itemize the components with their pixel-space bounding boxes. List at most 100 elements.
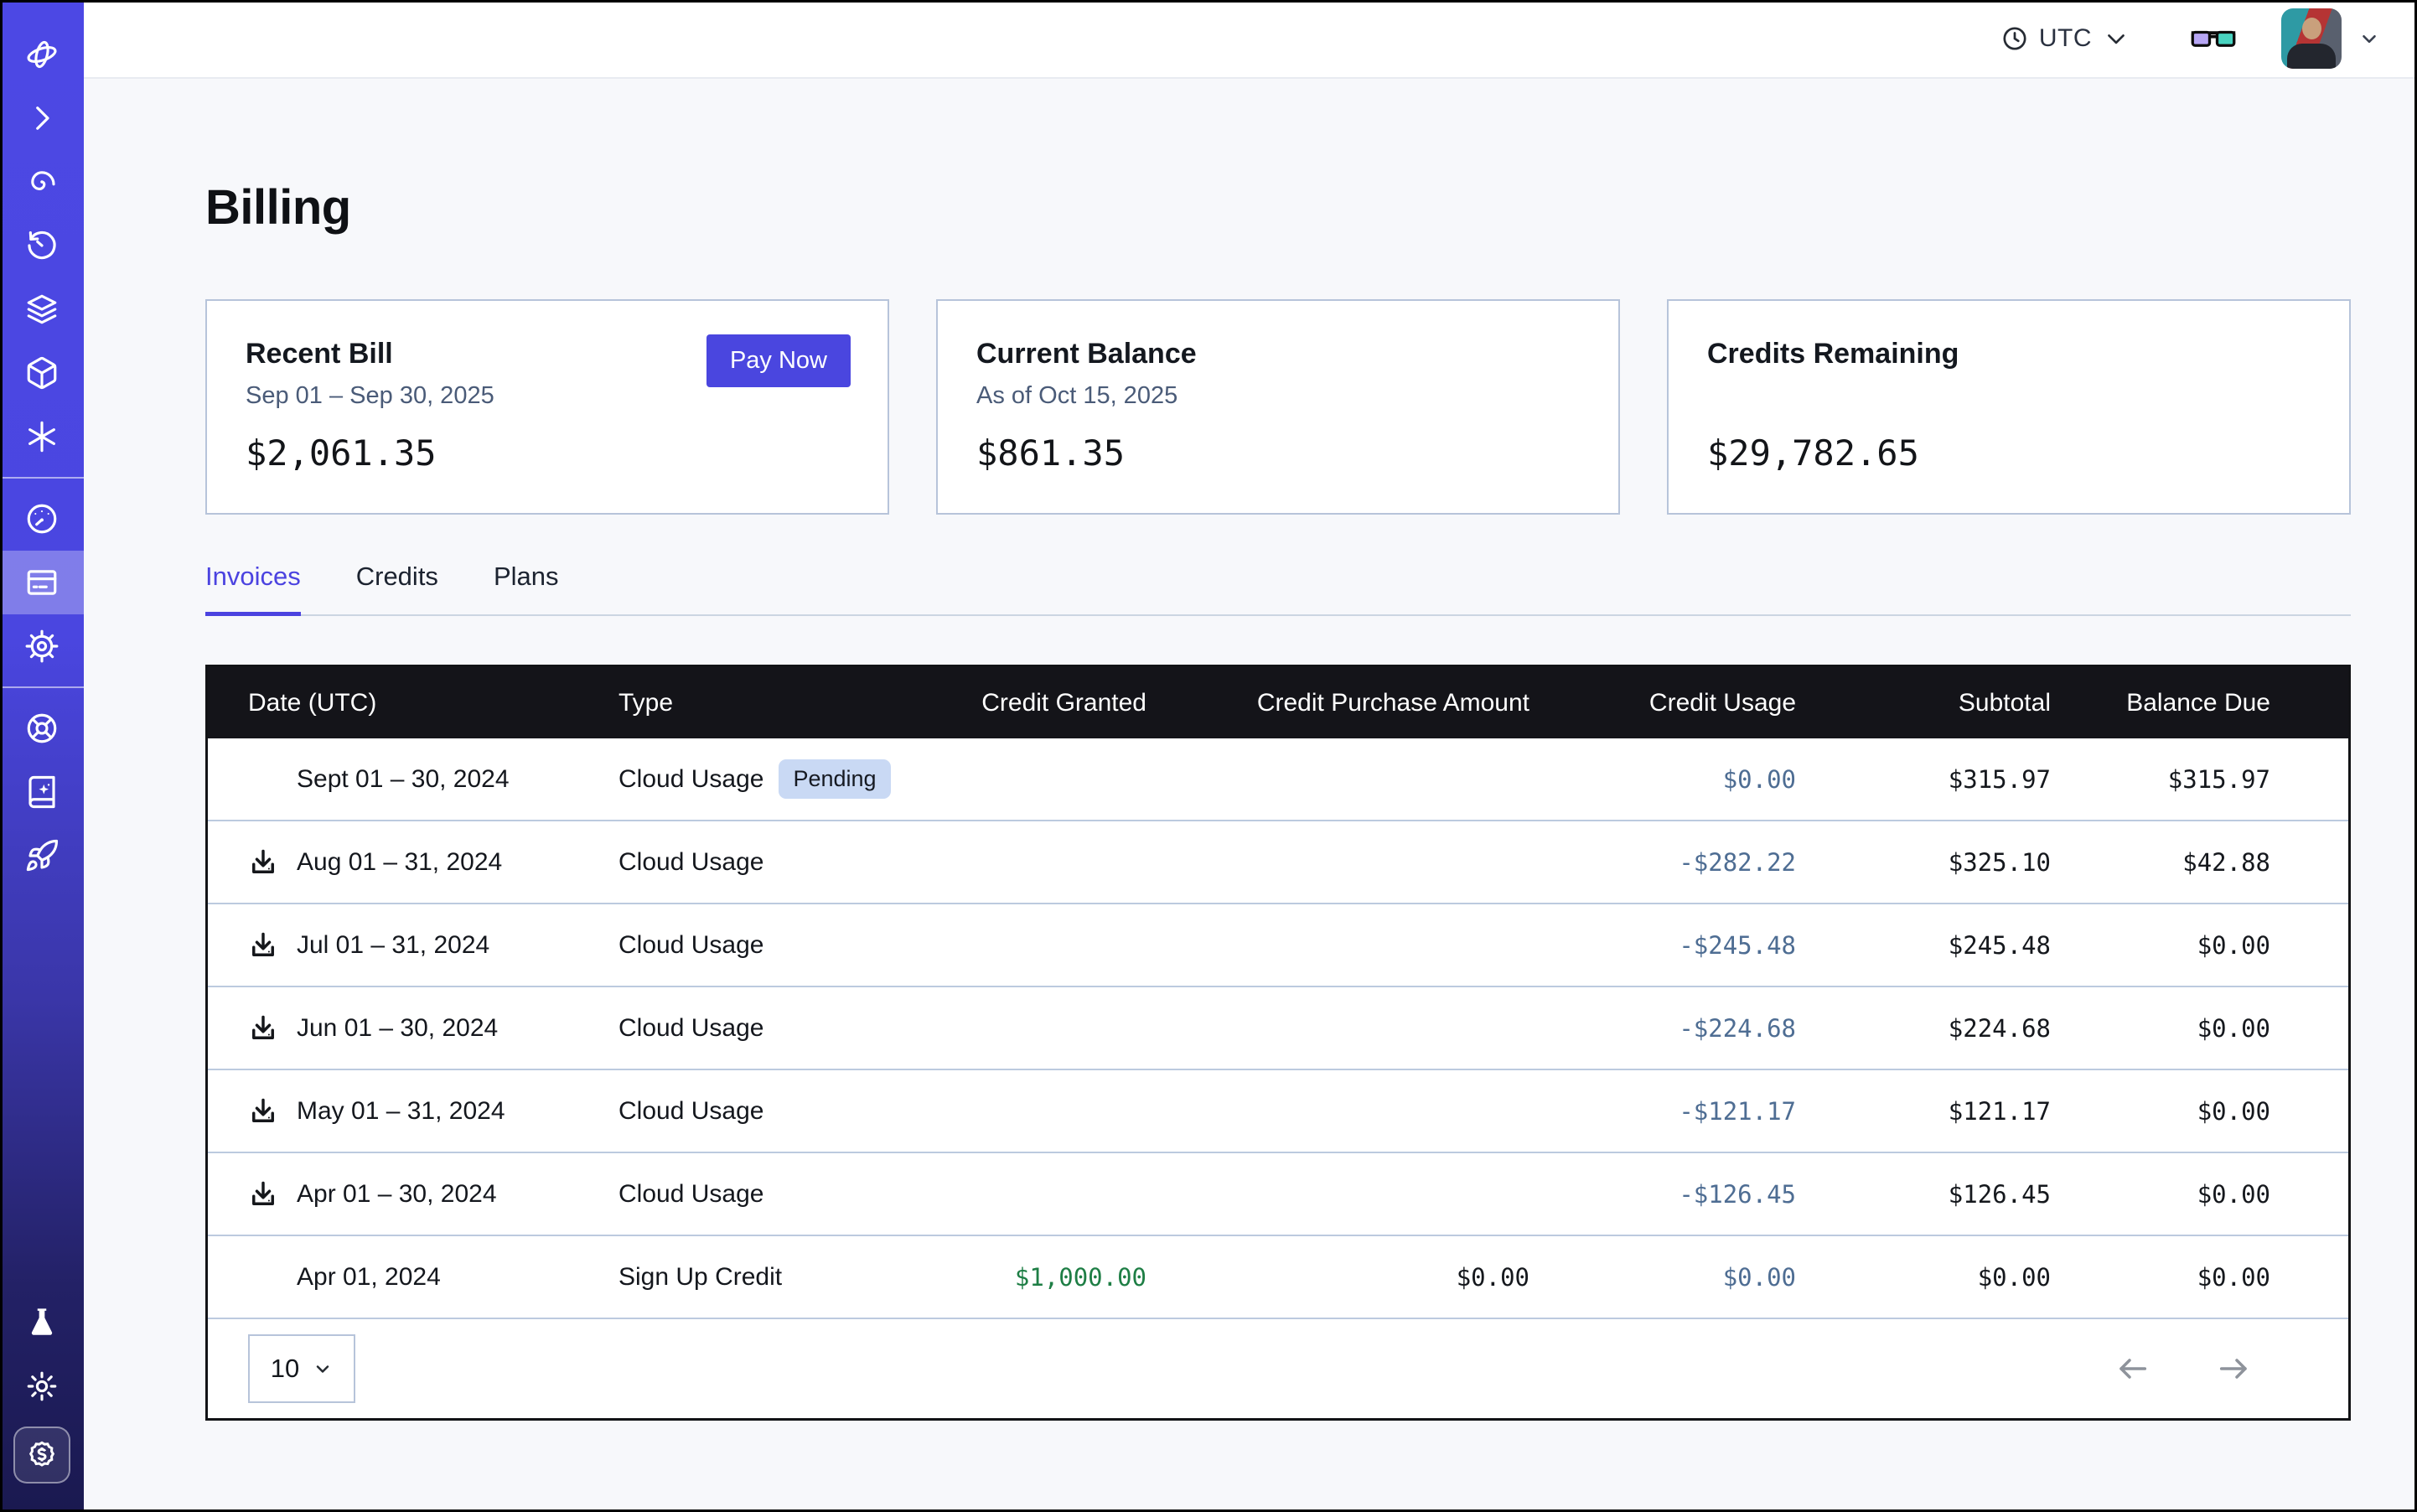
current-balance-amount: $861.35 — [976, 432, 1580, 474]
table-row: Aug 01 – 31, 2024 Cloud Usage -$282.22 $… — [208, 820, 2348, 903]
cube-icon — [24, 355, 60, 391]
sidebar-item-layers[interactable] — [0, 277, 84, 341]
col-balance-due: Balance Due — [2051, 689, 2348, 717]
sidebar-item-logo[interactable] — [0, 23, 84, 86]
flask-icon — [24, 1305, 60, 1340]
logo-orbit-icon — [24, 37, 60, 72]
sidebar-item-expand[interactable] — [0, 86, 84, 150]
gauge-icon — [24, 501, 60, 536]
invoice-type: Cloud Usage — [618, 1097, 763, 1126]
download-icon — [248, 1179, 278, 1209]
invoice-date: Jul 01 – 31, 2024 — [297, 931, 489, 960]
fun-mode-button[interactable] — [2189, 23, 2238, 54]
download-invoice-button[interactable] — [248, 1178, 282, 1211]
chevron-down-icon — [2102, 24, 2130, 53]
download-invoice-button[interactable] — [248, 929, 282, 962]
subtotal-value: $0.00 — [1796, 1263, 2051, 1292]
card-title: Current Balance — [976, 338, 1580, 370]
sidebar-item-packages[interactable] — [0, 341, 84, 405]
pager-arrows — [2114, 1352, 2252, 1385]
balance-due-value: $0.00 — [2051, 1097, 2348, 1126]
credits-remaining-card: Credits Remaining $29,782.65 — [1667, 299, 2351, 515]
sidebar-item-usage[interactable] — [0, 487, 84, 551]
sidebar-item-get-started[interactable] — [0, 824, 84, 888]
sidebar-bottom-group — [0, 1291, 84, 1512]
balance-due-value: $0.00 — [2051, 1014, 2348, 1043]
sidebar-item-history[interactable] — [0, 214, 84, 277]
subtotal-value: $224.68 — [1796, 1014, 2051, 1043]
timer-reset-icon — [24, 228, 60, 263]
invoice-type: Cloud Usage — [618, 1180, 763, 1209]
col-subtotal: Subtotal — [1796, 689, 2051, 717]
balance-due-value: $315.97 — [2051, 765, 2348, 794]
col-credit-purchase: Credit Purchase Amount — [1146, 689, 1529, 717]
col-date: Date (UTC) — [208, 689, 618, 717]
tab-invoices[interactable]: Invoices — [205, 562, 301, 616]
credit-purchase-value: $0.00 — [1146, 1263, 1529, 1292]
sidebar-item-observe[interactable] — [0, 150, 84, 214]
table-row: May 01 – 31, 2024 Cloud Usage -$121.17 $… — [208, 1069, 2348, 1152]
table-body: Sept 01 – 30, 2024 Cloud Usage Pending $… — [208, 738, 2348, 1318]
table-row: Apr 01, 2024 Sign Up Credit $1,000.00 $0… — [208, 1235, 2348, 1318]
summary-cards: Recent Bill Sep 01 – Sep 30, 2025 $2,061… — [205, 299, 2351, 515]
invoice-date: Sept 01 – 30, 2024 — [297, 765, 510, 794]
current-balance-card: Current Balance As of Oct 15, 2025 $861.… — [936, 299, 1620, 515]
clock-icon — [2000, 24, 2029, 53]
sidebar-item-support[interactable] — [0, 696, 84, 760]
invoice-type: Cloud Usage — [618, 1014, 763, 1043]
invoice-date: Jun 01 – 30, 2024 — [297, 1014, 498, 1043]
card-subtitle-spacer — [1707, 382, 2311, 412]
balance-due-value: $0.00 — [2051, 931, 2348, 960]
download-invoice-button[interactable] — [248, 1095, 282, 1128]
recent-bill-card: Recent Bill Sep 01 – Sep 30, 2025 $2,061… — [205, 299, 889, 515]
credit-usage-value: -$224.68 — [1529, 1014, 1796, 1043]
invoice-type: Cloud Usage — [618, 848, 763, 877]
spiral-icon — [24, 164, 60, 199]
billing-app: UTC Billing Recent Bill Sep 01 – Sep 30,… — [0, 0, 2417, 1512]
sidebar-item-settings[interactable] — [0, 614, 84, 678]
subtotal-value: $325.10 — [1796, 848, 2051, 877]
tab-credits[interactable]: Credits — [356, 562, 438, 616]
chevron-right-icon — [24, 101, 60, 136]
balance-as-of: As of Oct 15, 2025 — [976, 382, 1580, 412]
sidebar-item-theme[interactable] — [0, 1354, 84, 1418]
download-invoice-button[interactable] — [248, 1012, 282, 1045]
page-size-select[interactable]: 10 — [248, 1334, 355, 1403]
avatar-face — [2302, 18, 2321, 39]
download-invoice-button[interactable] — [248, 846, 282, 879]
timezone-selector[interactable]: UTC — [2000, 24, 2130, 53]
pay-now-button[interactable]: Pay Now — [706, 334, 851, 387]
credit-usage-value: -$245.48 — [1529, 931, 1796, 960]
tab-plans[interactable]: Plans — [494, 562, 559, 616]
sidebar-item-docs[interactable] — [0, 760, 84, 824]
credit-granted-value: $1,000.00 — [970, 1263, 1146, 1292]
user-menu-button[interactable] — [2358, 28, 2380, 49]
sidebar-item-billing[interactable] — [0, 551, 84, 614]
timezone-label: UTC — [2039, 24, 2092, 53]
avatar-torso — [2287, 44, 2336, 69]
balance-due-value: $0.00 — [2051, 1180, 2348, 1209]
book-sparkle-icon — [24, 774, 60, 810]
subtotal-value: $315.97 — [1796, 765, 2051, 794]
sidebar-item-asterisk[interactable] — [0, 405, 84, 469]
credit-card-icon — [24, 565, 60, 600]
chevron-down-icon — [313, 1359, 333, 1379]
previous-page-button[interactable] — [2114, 1352, 2153, 1385]
layers-icon — [24, 292, 60, 327]
invoice-date: May 01 – 31, 2024 — [297, 1097, 505, 1126]
life-ring-icon — [24, 711, 60, 746]
user-avatar[interactable] — [2281, 8, 2342, 69]
invoice-date: Aug 01 – 31, 2024 — [297, 848, 502, 877]
invoice-date: Apr 01 – 30, 2024 — [297, 1180, 497, 1209]
rocket-icon — [24, 838, 60, 873]
next-page-button[interactable] — [2213, 1352, 2252, 1385]
page-size-value: 10 — [271, 1354, 299, 1384]
rewards-button[interactable] — [13, 1427, 70, 1484]
gear-icon — [24, 629, 60, 664]
sidebar-item-labs[interactable] — [0, 1291, 84, 1354]
chevron-down-icon — [2358, 28, 2380, 49]
main-content: Billing Recent Bill Sep 01 – Sep 30, 202… — [84, 80, 2417, 1512]
credit-usage-value: -$282.22 — [1529, 848, 1796, 877]
table-row: Apr 01 – 30, 2024 Cloud Usage -$126.45 $… — [208, 1152, 2348, 1235]
sun-icon — [24, 1369, 60, 1404]
